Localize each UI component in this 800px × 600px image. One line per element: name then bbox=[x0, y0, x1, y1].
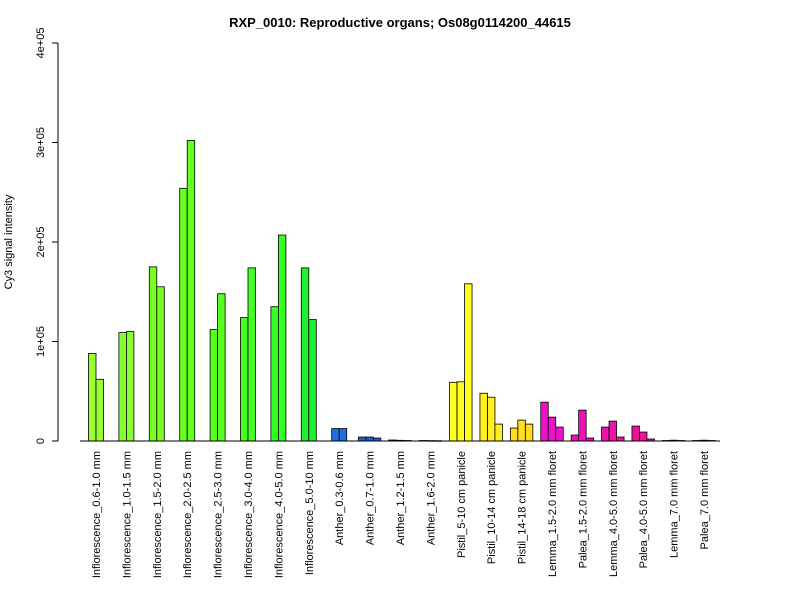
x-tick-label: Anther_1.6-2.0 mm bbox=[425, 451, 437, 545]
bar bbox=[578, 409, 587, 442]
y-tick-label: 2e+05 bbox=[35, 227, 47, 258]
y-tick-label: 1e+05 bbox=[35, 326, 47, 357]
x-tick-label: Inflorescence_0.6-1.0 mm bbox=[91, 451, 103, 578]
bar bbox=[186, 140, 196, 442]
y-axis-label: Cy3 signal intensity bbox=[3, 194, 15, 289]
bar bbox=[479, 392, 488, 442]
bar bbox=[509, 427, 519, 442]
bar bbox=[524, 423, 534, 442]
bar bbox=[555, 426, 564, 442]
bar bbox=[270, 306, 279, 442]
x-tick-label: Anther_0.3-0.6 mm bbox=[334, 451, 346, 545]
bar bbox=[277, 234, 287, 442]
bar bbox=[570, 434, 580, 442]
x-tick-label: Palea_7.0 mm floret bbox=[699, 451, 711, 549]
bar bbox=[308, 319, 317, 442]
x-tick-label: Palea_4.0-5.0 mm floret bbox=[638, 451, 650, 568]
x-tick-label: Anther_1.2-1.5 mm bbox=[395, 451, 407, 545]
bar bbox=[631, 425, 640, 442]
bar bbox=[639, 431, 648, 442]
x-tick-label: Palea_1.5-2.0 mm floret bbox=[577, 451, 589, 568]
x-tick-label: Lemma_4.0-5.0 mm floret bbox=[608, 451, 620, 577]
bars bbox=[80, 140, 720, 442]
x-tick-label: Inflorescence_5.0-10 mm bbox=[304, 451, 316, 575]
x-tick-label: Inflorescence_2.5-3.0 mm bbox=[213, 451, 225, 578]
bar bbox=[209, 329, 219, 442]
bar bbox=[449, 381, 458, 442]
bar bbox=[616, 436, 625, 442]
x-tick-label: Anther_0.7-1.0 mm bbox=[365, 451, 377, 545]
x-tick-label: Inflorescence_1.5-2.0 mm bbox=[152, 451, 164, 578]
bar bbox=[240, 317, 249, 442]
bar bbox=[494, 423, 503, 442]
bar bbox=[540, 401, 549, 442]
bar bbox=[217, 293, 226, 442]
x-axis-labels: Inflorescence_0.6-1.0 mm Inflorescence_1.… bbox=[91, 451, 711, 578]
y-tick-label: 0 bbox=[35, 438, 47, 444]
x-tick-label: Inflorescence_3.0-4.0 mm bbox=[243, 451, 255, 578]
bar bbox=[300, 267, 310, 442]
y-axis: 0 1e+05 2e+05 3e+05 4e+05 bbox=[35, 28, 59, 444]
bar bbox=[608, 420, 617, 442]
bar bbox=[179, 187, 188, 442]
bar bbox=[547, 416, 557, 442]
x-tick-label: Lemma_7.0 mm floret bbox=[669, 451, 681, 558]
bar bbox=[487, 396, 496, 442]
bar bbox=[95, 378, 104, 442]
bar bbox=[126, 331, 135, 442]
bar bbox=[517, 419, 526, 442]
bar bbox=[118, 332, 127, 442]
bar bbox=[365, 436, 374, 442]
x-tick-label: Pistil_5-10 cm panicle bbox=[456, 451, 468, 558]
x-tick-label: Inflorescence_2.0-2.5 mm bbox=[182, 451, 194, 578]
x-tick-label: Pistil_14-18 cm panicle bbox=[517, 451, 529, 564]
bar bbox=[338, 428, 348, 442]
bar bbox=[156, 286, 165, 442]
y-tick-label: 3e+05 bbox=[35, 127, 47, 158]
x-tick-label: Pistil_10-14 cm panicle bbox=[486, 451, 498, 564]
bar bbox=[456, 381, 465, 442]
bar bbox=[464, 283, 473, 442]
bar bbox=[331, 428, 340, 442]
bar bbox=[247, 267, 256, 442]
x-tick-label: Inflorescence_1.0-1.5 mm bbox=[121, 451, 133, 578]
bar bbox=[601, 426, 610, 442]
y-tick-label: 4e+05 bbox=[35, 28, 47, 59]
bar bbox=[88, 353, 97, 442]
chart-title: RXP_0010: Reproductive organs; Os08g0114… bbox=[229, 15, 571, 30]
x-tick-label: Lemma_1.5-2.0 mm floret bbox=[547, 451, 559, 577]
bar bbox=[357, 436, 367, 442]
bar bbox=[148, 266, 158, 442]
x-tick-label: Inflorescence_4.0-5.0 mm bbox=[273, 451, 285, 578]
